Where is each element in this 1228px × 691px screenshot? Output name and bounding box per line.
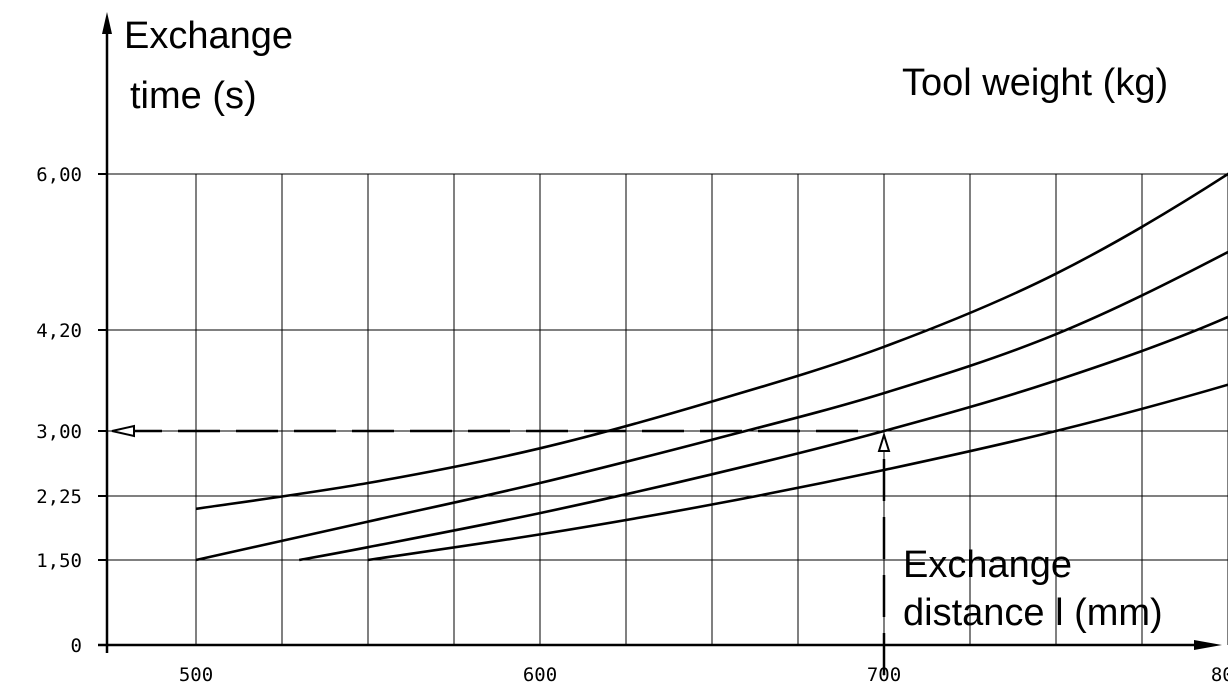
series-line-20kg [195, 250, 1228, 562]
x-tick-label: 500 [179, 664, 213, 686]
series-line-15kg [298, 315, 1228, 562]
y-axis-title-line-2: time (s) [130, 75, 257, 117]
y-axis-arrowhead [102, 12, 112, 34]
series-line-25kg [195, 172, 1228, 511]
y-tick-label: 2,25 [36, 486, 82, 508]
legend-title: Tool weight (kg) [902, 62, 1168, 104]
x-tick-label: 700 [867, 664, 901, 686]
x-tick-label: 800 [1211, 664, 1228, 686]
y-tick-label: 1,50 [36, 550, 82, 572]
y-tick-label: 6,00 [36, 164, 82, 186]
x-axis-arrowhead [1194, 640, 1222, 650]
axes [98, 12, 1222, 653]
series-lines: 25201510 [195, 172, 1228, 562]
series-line-10kg [367, 383, 1228, 562]
y-tick-label: 3,00 [36, 421, 82, 443]
reading-guide-left-arrow [111, 424, 135, 438]
x-axis-title-line-1: Exchange [903, 544, 1072, 586]
x-tick-label: 600 [523, 664, 557, 686]
y-axis-title-line-1: Exchange [124, 15, 293, 57]
y-tick-label: 0 [71, 635, 82, 657]
y-tick-label: 4,20 [36, 320, 82, 342]
reading-guide-up-arrow [877, 431, 891, 452]
x-axis-title-line-2: distance l (mm) [903, 592, 1163, 634]
reading-guide [111, 424, 891, 675]
tick-labels: 01,502,253,004,206,00500600700800900 [36, 164, 1228, 686]
